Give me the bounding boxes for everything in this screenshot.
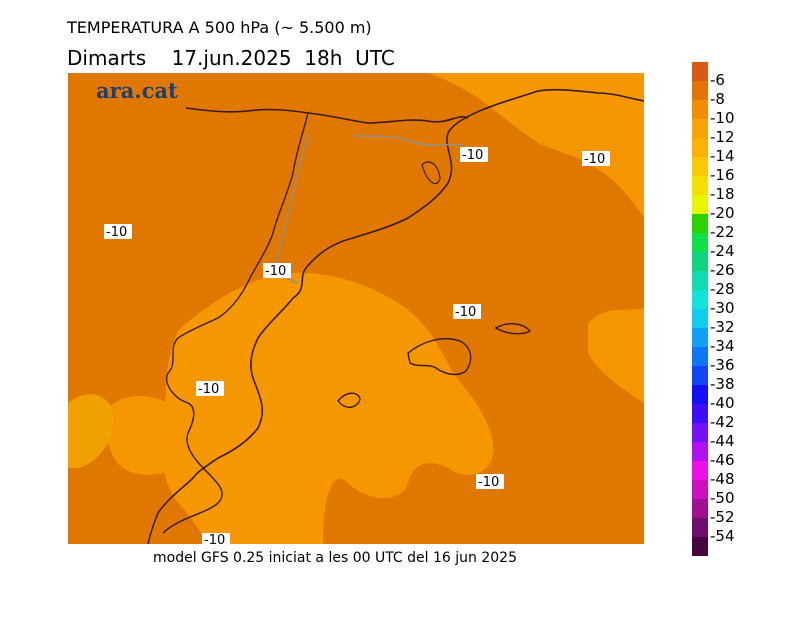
legend-entry: -40: [692, 385, 735, 412]
date-subtitle: Dimarts 17.jun.2025 18h UTC: [67, 46, 395, 70]
legend-entry: -26: [692, 252, 735, 279]
legend-entry: -8: [692, 81, 725, 108]
legend-label: -10: [710, 109, 735, 127]
legend-label: -48: [710, 470, 735, 488]
legend-entry: -30: [692, 290, 735, 317]
field-lighter-west: [106, 396, 184, 475]
legend-label: -12: [710, 128, 735, 146]
legend-entry: -16: [692, 157, 735, 184]
legend-entry: -50: [692, 480, 735, 507]
legend-entry: -28: [692, 271, 735, 298]
legend-label: -22: [710, 223, 735, 241]
legend-label: -26: [710, 261, 735, 279]
coastline-north: [185, 107, 469, 124]
svg-text:-10: -10: [462, 148, 483, 163]
island-mallorca: [407, 337, 472, 376]
legend-label: -52: [710, 508, 735, 526]
isoline-label: -10: [582, 151, 610, 167]
legend-label: -42: [710, 413, 735, 431]
legend-label: -14: [710, 147, 735, 165]
legend-entry: -44: [692, 423, 735, 450]
field-lighter-fw: [68, 394, 114, 468]
isoline-label: -10: [196, 381, 224, 397]
legend-entry: -46: [692, 442, 735, 469]
legend-label: -16: [710, 166, 735, 184]
svg-text:-10: -10: [265, 264, 286, 279]
legend-label: -18: [710, 185, 735, 203]
legend-label: -36: [710, 356, 735, 374]
model-footer: model GFS 0.25 iniciat a les 00 UTC del …: [153, 550, 517, 566]
legend-label: -20: [710, 204, 735, 222]
legend-label: -30: [710, 299, 735, 317]
svg-text:-10: -10: [478, 475, 499, 490]
legend-entry: -52: [692, 499, 735, 526]
legend-entry: -34: [692, 328, 735, 355]
legend-label: -40: [710, 394, 735, 412]
svg-text:-10: -10: [106, 225, 127, 240]
legend-label: -28: [710, 280, 735, 298]
legend-label: -50: [710, 489, 735, 507]
legend-entry: -20: [692, 195, 735, 222]
legend-label: -46: [710, 451, 735, 469]
isoline-label: -10: [453, 304, 481, 320]
island-ibiza: [337, 392, 361, 408]
svg-text:-10: -10: [455, 305, 476, 320]
legend-entry: -14: [692, 138, 735, 165]
island-menorca: [494, 323, 532, 335]
isoline-label: -10: [202, 533, 230, 544]
isoline-label: -10: [104, 224, 132, 240]
ara-cat-logo: ara.cat: [96, 78, 178, 103]
legend-entry: -54: [692, 518, 735, 545]
legend-entry: -36: [692, 347, 735, 374]
legend-label: -24: [710, 242, 735, 260]
legend-entry: -10: [692, 100, 735, 127]
legend-entry: -18: [692, 176, 735, 203]
legend-label: -54: [710, 527, 735, 545]
legend-entry: -6: [692, 62, 725, 89]
legend-label: -44: [710, 432, 735, 450]
chart-title: TEMPERATURA A 500 hPa (~ 5.500 m): [67, 18, 372, 37]
field-lighter-fe: [588, 308, 644, 403]
legend-entry: -12: [692, 119, 735, 146]
island-corsica: [421, 161, 441, 185]
legend-label: -6: [710, 71, 725, 89]
color-legend: -6 -8 -10 -12 -14 -16 -18 -20 -22 -24 -26 -28 -30 -32…: [692, 62, 735, 556]
legend-entry: -24: [692, 233, 735, 260]
legend-label: -8: [710, 90, 725, 108]
temperature-map: -10 -10 -10 -10 -10 -10 -10 -10: [68, 73, 644, 544]
legend-label: -32: [710, 318, 735, 336]
legend-entry: [692, 537, 708, 556]
field-lighter-east: [428, 73, 644, 218]
legend-label: -34: [710, 337, 735, 355]
legend-entry: -48: [692, 461, 735, 488]
isoline-label: -10: [476, 474, 504, 490]
legend-entry: -38: [692, 366, 735, 393]
legend-label: -38: [710, 375, 735, 393]
isoline-label: -10: [460, 147, 488, 163]
svg-text:-10: -10: [584, 152, 605, 167]
legend-entry: -22: [692, 214, 735, 241]
svg-text:-10: -10: [198, 382, 219, 397]
field-lighter-south: [161, 272, 494, 544]
legend-entry: -42: [692, 404, 735, 431]
boundary-west: [162, 112, 309, 534]
coastline: [147, 88, 644, 544]
svg-text:-10: -10: [204, 533, 225, 544]
legend-entry: -32: [692, 309, 735, 336]
isoline-label: -10: [263, 263, 291, 279]
